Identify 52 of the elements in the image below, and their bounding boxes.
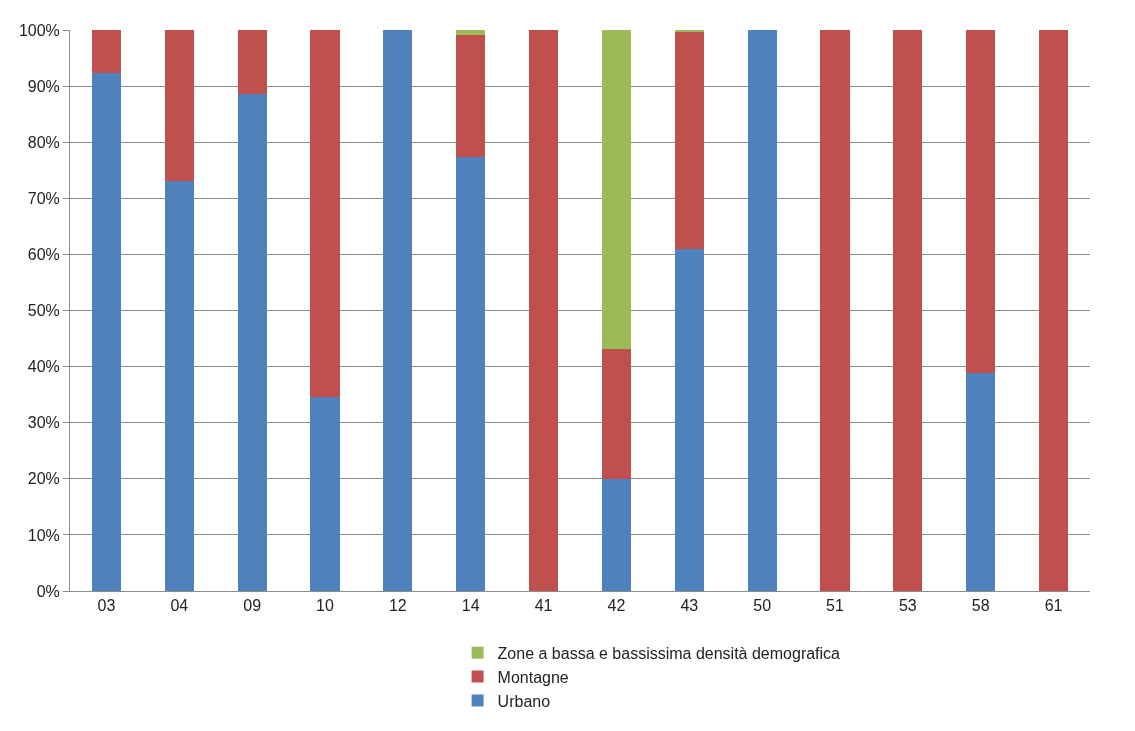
x-tick-label: 10 (316, 597, 334, 615)
y-tick-label: 70% (27, 189, 60, 207)
bar (456, 30, 486, 36)
bar (966, 373, 996, 591)
y-tick-label: 10% (27, 526, 60, 544)
y-tick-label: 20% (27, 470, 60, 488)
x-tick-label: 04 (170, 597, 189, 615)
x-tick-label: 09 (243, 597, 262, 615)
x-tick-label: 43 (680, 597, 699, 615)
bar (310, 397, 340, 591)
x-tick-label: 61 (1044, 597, 1063, 615)
bar (529, 30, 559, 591)
x-tick-label: 53 (898, 597, 917, 615)
bar (893, 30, 923, 591)
bar (164, 30, 194, 181)
legend-label: Montagne (497, 668, 569, 686)
x-tick-label: 41 (534, 597, 553, 615)
x-tick-label: 51 (826, 597, 844, 615)
bar (674, 248, 704, 591)
bar (237, 93, 267, 591)
y-tick-label: 0% (36, 582, 60, 600)
bar (601, 348, 631, 480)
bar (91, 30, 121, 73)
x-tick-label: 14 (461, 597, 480, 615)
y-tick-label: 80% (27, 133, 60, 151)
bar (164, 180, 194, 591)
y-tick-label: 30% (27, 414, 60, 432)
bar (966, 30, 996, 374)
x-tick-label: 12 (388, 597, 407, 615)
bar (601, 479, 631, 591)
x-tick-label: 42 (607, 597, 626, 615)
bar (747, 30, 777, 591)
bar (237, 30, 267, 94)
x-tick-label: 50 (753, 597, 772, 615)
bar (383, 30, 413, 591)
x-tick-label: 58 (971, 597, 990, 615)
bar (1039, 30, 1069, 591)
bar (456, 35, 486, 157)
bar (820, 30, 850, 591)
bar (674, 32, 704, 249)
y-tick-label: 40% (27, 358, 60, 376)
y-tick-label: 100% (18, 21, 60, 39)
bar (91, 72, 121, 591)
legend-label: Zone a bassa e bassissima densità demografica (497, 645, 841, 663)
y-tick-label: 90% (27, 77, 60, 95)
legend-label: Urbano (497, 692, 551, 710)
bar (310, 30, 340, 398)
x-tick-label: 03 (97, 597, 116, 615)
bar (601, 30, 631, 349)
y-tick-label: 60% (27, 246, 60, 263)
y-tick-label: 50% (27, 302, 60, 320)
bar (456, 156, 486, 591)
